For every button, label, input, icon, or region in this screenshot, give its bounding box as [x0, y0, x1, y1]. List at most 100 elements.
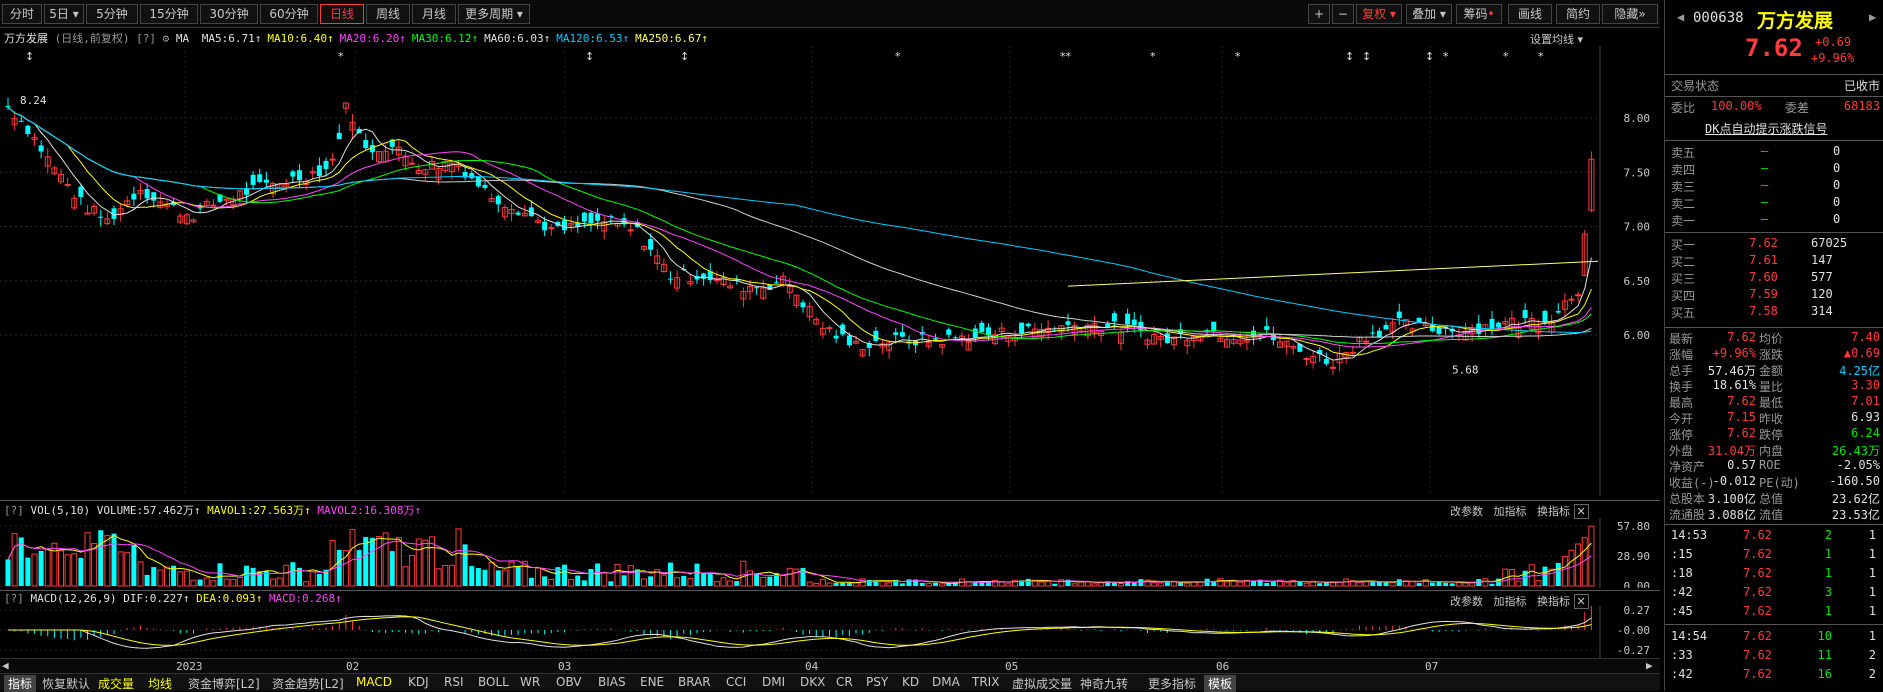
hide-button[interactable]: 隐藏»: [1602, 4, 1658, 24]
event-marker[interactable]: *: [1538, 50, 1544, 63]
period-15min-button[interactable]: 15分钟: [140, 4, 198, 24]
candle-body: [1396, 311, 1402, 319]
tick-time: 14:54: [1671, 629, 1708, 643]
macd-change-params-link[interactable]: 改参数: [1450, 595, 1483, 608]
help-icon[interactable]: [?]: [136, 32, 156, 45]
indicator-tab[interactable]: 更多指标: [1148, 677, 1197, 691]
zoom-in-button[interactable]: +: [1308, 4, 1330, 24]
volume-bar: [1561, 556, 1568, 587]
candle-body: [104, 218, 111, 225]
indicator-tab[interactable]: 资金博弈[L2]: [188, 677, 260, 691]
candle-body: [1125, 313, 1131, 325]
more-periods-button[interactable]: 更多周期 ▾: [458, 4, 530, 24]
indicator-tab[interactable]: ENE: [640, 675, 665, 689]
settings-ma-link[interactable]: 设置均线 ▾: [1530, 31, 1583, 47]
stats-row: 总手 57.46万 金额 4.25亿: [1665, 362, 1883, 380]
indicator-tab[interactable]: 恢复默认: [42, 677, 91, 691]
candle-body: [826, 327, 833, 330]
candlestick-chart[interactable]: 8.007.507.006.506.008.245.68↕ * ↕ ↕ * ** * * ↕ ↕ ↕…: [0, 46, 1660, 496]
macd-chart[interactable]: 0.27 -0.00 -0.27: [0, 606, 1660, 658]
indicator-tab[interactable]: BRAR: [678, 675, 711, 689]
indicator-tab[interactable]: OBV: [556, 675, 582, 689]
vol-change-params-link[interactable]: 改参数: [1450, 505, 1483, 518]
volume-bar: [687, 578, 694, 587]
indicator-tab[interactable]: 神奇九转: [1080, 677, 1129, 691]
volume-chart[interactable]: 57.80 28.90 0.00: [0, 518, 1660, 588]
overlay-button[interactable]: 叠加 ▾: [1406, 4, 1452, 24]
bid-price: 7.61: [1749, 253, 1778, 267]
event-marker[interactable]: ↕: [1345, 50, 1354, 63]
indicator-tab[interactable]: 模板: [1204, 675, 1237, 692]
indicator-tab[interactable]: WR: [520, 675, 541, 689]
event-marker[interactable]: *: [895, 50, 901, 63]
chevron-right-icon[interactable]: ▶: [1869, 10, 1877, 24]
adjust-button[interactable]: 复权 ▾: [1356, 4, 1402, 24]
event-marker[interactable]: *: [1503, 50, 1509, 63]
indicator-tab[interactable]: 成交量: [98, 677, 135, 691]
indicator-tab[interactable]: 指标: [4, 675, 37, 692]
zoom-out-button[interactable]: −: [1332, 4, 1354, 24]
indicator-tab[interactable]: TRIX: [972, 675, 1000, 689]
event-marker[interactable]: ↕: [585, 50, 594, 63]
chevron-left-icon[interactable]: ◀: [1677, 10, 1685, 24]
event-marker[interactable]: **: [1060, 50, 1072, 63]
indicator-tab[interactable]: 均线: [148, 677, 173, 691]
vol-add-indicator-link[interactable]: 加指标: [1493, 505, 1527, 518]
indicator-tab[interactable]: CCI: [726, 675, 747, 689]
dk-signal-link[interactable]: DK点自动提示涨跌信号: [1705, 122, 1828, 136]
simple-button[interactable]: 简约: [1556, 4, 1600, 24]
period-5day-button[interactable]: 5日 ▾: [44, 4, 84, 24]
event-marker[interactable]: ↕: [680, 50, 689, 63]
chart-area[interactable]: 万方发展 (日线,前复权) [?] ⚙ MA MA5:6.71↑ MA10:6.4…: [0, 28, 1660, 673]
period-60min-button[interactable]: 60分钟: [260, 4, 318, 24]
indicator-tab[interactable]: 虚拟成交量: [1012, 677, 1073, 691]
period-fenshi-button[interactable]: 分时: [2, 4, 42, 24]
indicator-tab[interactable]: KD: [902, 675, 920, 689]
period-30min-button[interactable]: 30分钟: [200, 4, 258, 24]
ask-label: 卖一: [1671, 214, 1696, 228]
event-marker[interactable]: *: [1443, 50, 1449, 63]
event-marker[interactable]: ↕: [1425, 50, 1434, 63]
event-marker[interactable]: ↕: [1362, 50, 1371, 63]
candle-body: [1575, 294, 1582, 297]
indicator-tab[interactable]: PSY: [866, 675, 889, 689]
event-marker[interactable]: *: [1150, 50, 1156, 63]
period-daily-button[interactable]: 日线: [320, 4, 364, 24]
indicator-tab[interactable]: DMA: [932, 675, 960, 689]
indicator-tab[interactable]: CR: [836, 675, 853, 689]
bid-level-row: 买四 7.59 120: [1665, 287, 1883, 305]
chip-button[interactable]: 筹码•: [1456, 4, 1502, 24]
scroll-right-icon[interactable]: ▶: [1646, 659, 1653, 672]
period-weekly-button[interactable]: 周线: [366, 4, 410, 24]
indicator-tab[interactable]: DMI: [762, 675, 786, 689]
help-icon[interactable]: [?]: [4, 504, 24, 517]
gear-icon[interactable]: ⚙: [162, 32, 170, 45]
help-icon[interactable]: [?]: [4, 592, 24, 605]
tick-price: 7.62: [1743, 648, 1772, 662]
scroll-left-icon[interactable]: ◀: [2, 659, 9, 672]
macd-add-indicator-link[interactable]: 加指标: [1493, 595, 1527, 608]
draw-line-button[interactable]: 画线: [1508, 4, 1552, 24]
period-5min-button[interactable]: 5分钟: [86, 4, 138, 24]
volume-bar: [11, 533, 18, 587]
period-monthly-button[interactable]: 月线: [412, 4, 456, 24]
indicator-tab[interactable]: BOLL: [478, 675, 509, 689]
indicator-tab[interactable]: DKX: [800, 675, 826, 689]
event-marker[interactable]: ↕: [25, 50, 34, 63]
close-icon[interactable]: ✕: [1573, 594, 1589, 609]
dk-link-row[interactable]: DK点自动提示涨跌信号: [1665, 120, 1883, 138]
vol-switch-indicator-link[interactable]: 换指标: [1537, 505, 1570, 518]
indicator-tab[interactable]: KDJ: [408, 675, 429, 689]
event-marker[interactable]: *: [1235, 50, 1241, 63]
event-marker[interactable]: *: [338, 50, 344, 63]
indicator-tab[interactable]: BIAS: [598, 675, 626, 689]
chevron-down-icon: ▾: [1389, 7, 1396, 21]
indicator-tab[interactable]: RSI: [444, 675, 464, 689]
tick-price: 7.62: [1743, 566, 1772, 580]
indicator-tab[interactable]: 资金趋势[L2]: [272, 677, 344, 691]
volume-bar: [131, 544, 137, 586]
close-icon[interactable]: ✕: [1573, 504, 1589, 519]
macd-switch-indicator-link[interactable]: 换指标: [1537, 595, 1570, 608]
volume-bar: [376, 536, 382, 587]
indicator-tab[interactable]: MACD: [356, 675, 392, 689]
